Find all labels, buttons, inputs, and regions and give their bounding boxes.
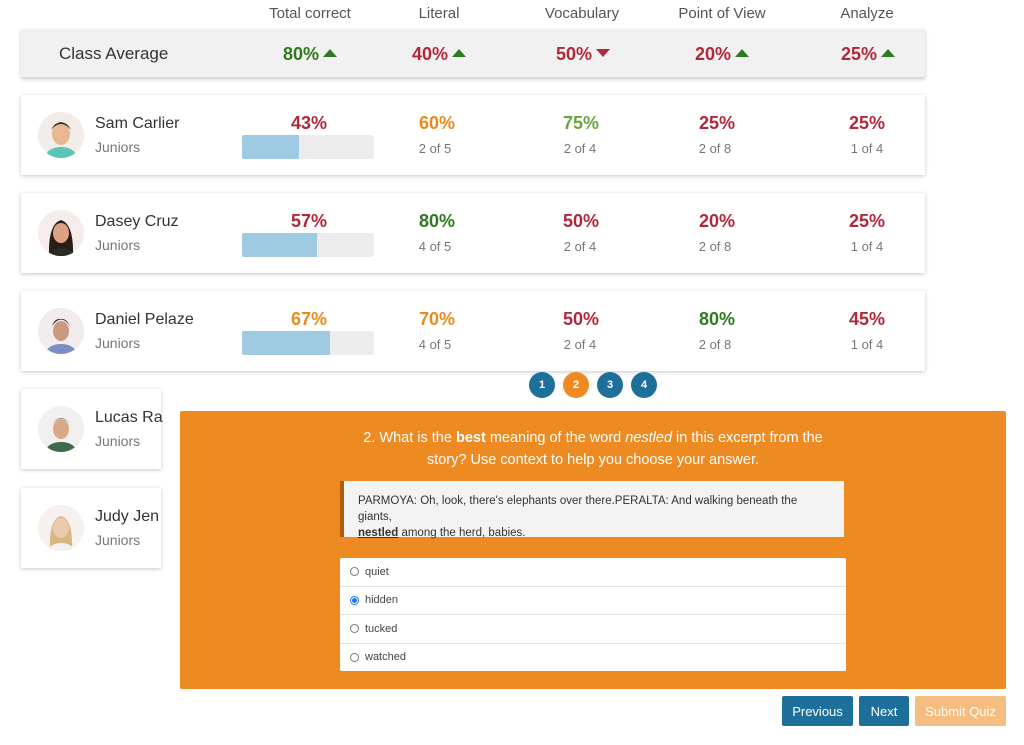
column-header-analyze: Analyze	[840, 5, 894, 22]
student-group: Juniors	[95, 433, 141, 449]
avg-vocabulary: 50%	[523, 44, 643, 65]
avg-point-of-view: 20%	[662, 44, 782, 65]
next-button[interactable]: Next	[859, 696, 909, 726]
trend-up-icon	[881, 49, 896, 57]
student-row[interactable]: Lucas Ra Juniors	[21, 389, 163, 469]
submit-quiz-button[interactable]: Submit Quiz	[915, 696, 1006, 726]
progress-bar-fill	[242, 135, 299, 159]
page-button-1[interactable]: 1	[529, 372, 555, 398]
progress-bar	[242, 233, 374, 257]
column-header-literal: Literal	[418, 5, 460, 22]
progress-bar	[242, 331, 374, 355]
avg-literal: 40%	[379, 44, 499, 65]
pov-value: 80%	[698, 309, 736, 329]
student-name[interactable]: Daniel Pelaze	[95, 311, 194, 328]
student-row[interactable]: Daniel Pelaze Juniors 67% 70% 4 of 5 50%…	[21, 291, 925, 371]
answer-option-tucked[interactable]: tucked	[340, 615, 846, 644]
column-header-vocabulary: Vocabulary	[544, 5, 620, 22]
column-header-total-correct: Total correct	[269, 5, 351, 22]
literal-count: 4 of 5	[418, 337, 452, 352]
literal-value: 80%	[418, 211, 456, 231]
avg-total-correct: 80%	[250, 44, 370, 65]
literal-value: 60%	[418, 113, 456, 133]
vocabulary-count: 2 of 4	[563, 239, 597, 254]
answer-option-watched[interactable]: watched	[340, 644, 846, 672]
answer-option-quiet[interactable]: quiet	[340, 558, 846, 587]
student-group: Juniors	[95, 335, 141, 351]
vocabulary-value: 50%	[562, 309, 600, 329]
pov-count: 2 of 8	[698, 239, 732, 254]
pov-count: 2 of 8	[698, 337, 732, 352]
avatar	[38, 210, 84, 256]
pov-count: 2 of 8	[698, 141, 732, 156]
page-button-2[interactable]: 2	[563, 372, 589, 398]
radio-button[interactable]	[350, 567, 359, 577]
trend-up-icon	[452, 49, 467, 57]
student-row[interactable]: Dasey Cruz Juniors 57% 80% 4 of 5 50% 2 …	[21, 193, 925, 273]
story-excerpt: PARMOYA: Oh, look, there's elephants ove…	[340, 481, 844, 539]
student-row[interactable]: Sam Carlier Juniors 43% 60% 2 of 5 75% 2…	[21, 95, 925, 175]
answer-options: quiet hidden tucked watched	[340, 558, 846, 671]
quiz-panel: 2. What is the best meaning of the word …	[180, 411, 1006, 689]
pov-value: 20%	[698, 211, 736, 231]
student-row[interactable]: Judy Jen Juniors	[21, 488, 161, 568]
radio-button-selected[interactable]	[350, 595, 359, 605]
analyze-count: 1 of 4	[850, 239, 884, 254]
progress-bar-fill	[242, 331, 331, 355]
total-correct-value: 43%	[290, 113, 328, 133]
radio-button[interactable]	[350, 624, 359, 634]
column-header-point-of-view: Point of View	[678, 5, 766, 22]
analyze-count: 1 of 4	[850, 141, 884, 156]
vocabulary-value: 50%	[562, 211, 600, 231]
student-name[interactable]: Judy Jen	[95, 508, 160, 525]
page-button-3[interactable]: 3	[597, 372, 623, 398]
excerpt-keyword: nestled	[358, 527, 399, 539]
total-correct-value: 67%	[290, 309, 328, 329]
question-text: 2. What is the best meaning of the word …	[363, 430, 823, 468]
student-group: Juniors	[95, 237, 141, 253]
class-average-label: Class Average	[59, 44, 169, 63]
avatar	[38, 505, 84, 551]
vocabulary-count: 2 of 4	[563, 141, 597, 156]
analyze-value: 25%	[848, 113, 886, 133]
question-pagination: 1 2 3 4	[529, 372, 657, 398]
literal-value: 70%	[418, 309, 456, 329]
progress-bar-fill	[242, 233, 318, 257]
analyze-value: 25%	[848, 211, 886, 231]
progress-bar	[242, 135, 374, 159]
student-name[interactable]: Lucas Ra	[95, 409, 163, 426]
literal-count: 2 of 5	[418, 141, 452, 156]
student-group: Juniors	[95, 139, 141, 155]
analyze-value: 45%	[848, 309, 886, 329]
pov-value: 25%	[698, 113, 736, 133]
trend-down-icon	[596, 49, 611, 57]
avatar	[38, 112, 84, 158]
avatar	[38, 406, 84, 452]
trend-up-icon	[323, 49, 338, 57]
avatar	[38, 308, 84, 354]
vocabulary-count: 2 of 4	[563, 337, 597, 352]
page-button-4[interactable]: 4	[631, 372, 657, 398]
analyze-count: 1 of 4	[850, 337, 884, 352]
student-name[interactable]: Sam Carlier	[95, 115, 180, 132]
student-name[interactable]: Dasey Cruz	[95, 213, 179, 230]
avg-analyze: 25%	[808, 44, 928, 65]
answer-option-hidden[interactable]: hidden	[340, 587, 846, 615]
literal-count: 4 of 5	[418, 239, 452, 254]
student-group: Juniors	[95, 532, 141, 548]
previous-button[interactable]: Previous	[782, 696, 853, 726]
trend-up-icon	[735, 49, 750, 57]
radio-button[interactable]	[350, 652, 359, 662]
class-average-row: Class Average 80% 40% 50% 20% 25%	[21, 29, 925, 77]
vocabulary-value: 75%	[562, 113, 600, 133]
total-correct-value: 57%	[290, 211, 328, 231]
